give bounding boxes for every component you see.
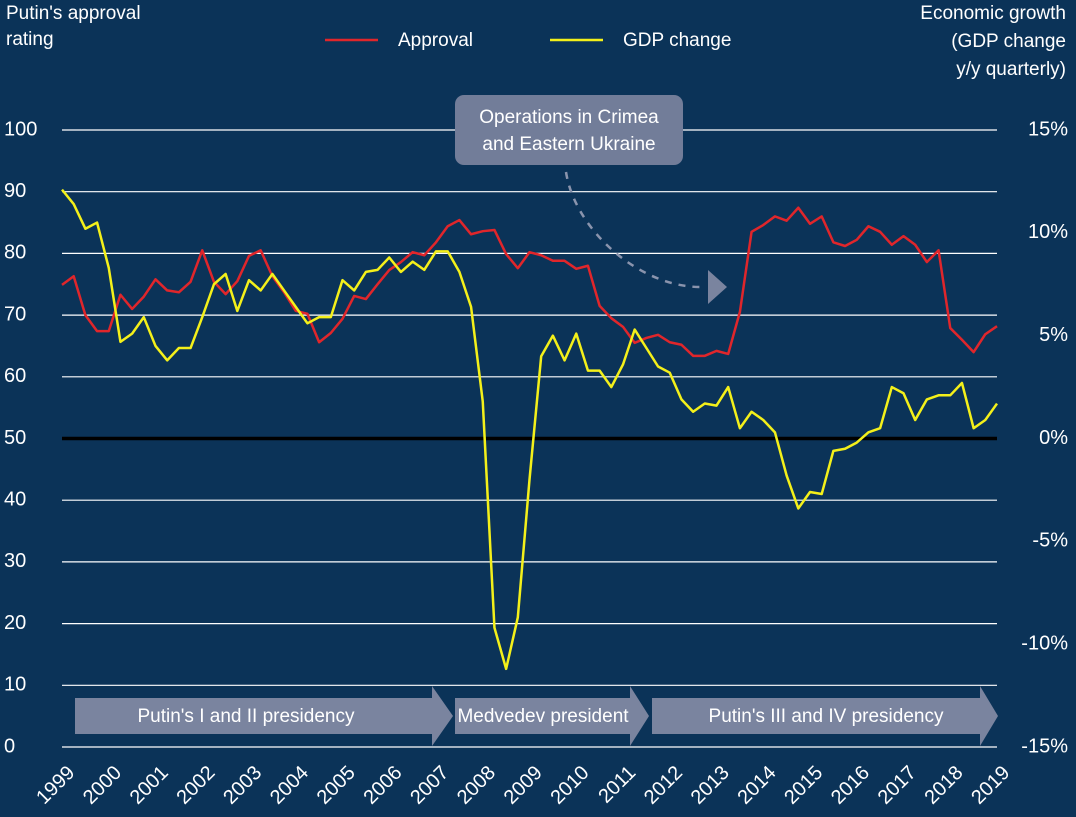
- periods: Putin's I and II presidency Medvedev pre…: [75, 686, 998, 746]
- legend-label: Approval: [398, 30, 473, 51]
- y2-tick-label: -5%: [1032, 530, 1068, 552]
- annotation-arrowhead: [708, 270, 727, 304]
- y-tick-label: 80: [4, 242, 26, 264]
- y2-axis-title: Economic growth: [920, 3, 1066, 24]
- y-tick-label: 70: [4, 303, 26, 325]
- y-axis-title: Putin's approval: [6, 3, 141, 24]
- y2-tick-label: -10%: [1021, 632, 1068, 654]
- y-tick-label: 20: [4, 612, 26, 634]
- series-line: [61, 206, 998, 358]
- period-label: Medvedev president: [457, 706, 629, 727]
- period-label: Putin's III and IV presidency: [709, 706, 944, 727]
- annotation-text: Operations in Crimea: [479, 107, 659, 128]
- y2-axis-title: y/y quarterly): [956, 59, 1066, 80]
- y2-axis-title: (GDP change: [951, 31, 1066, 52]
- y2-tick-label: 10%: [1028, 221, 1068, 243]
- period-arrow: [455, 686, 649, 746]
- series-line: [61, 188, 999, 671]
- period-arrow: [652, 686, 998, 746]
- y-tick-label: 50: [4, 427, 26, 449]
- y-axis-title: rating: [6, 29, 54, 50]
- legend: Approval GDP change: [325, 30, 731, 51]
- y-tick-label: 100: [4, 118, 37, 140]
- y-tick-label: 10: [4, 674, 26, 696]
- annotation-arrow: [564, 171, 703, 289]
- legend-label: GDP change: [623, 30, 731, 51]
- y2-tick-label: 15%: [1028, 118, 1068, 140]
- y-tick-label: 30: [4, 550, 26, 572]
- y-tick-label: 40: [4, 488, 26, 510]
- y-tick-label: 60: [4, 365, 26, 387]
- annotation-box: [455, 95, 683, 165]
- period-label: Putin's I and II presidency: [138, 706, 355, 727]
- y2-tick-label: -15%: [1021, 735, 1068, 757]
- y-tick-label: 90: [4, 180, 26, 202]
- annotation: Operations in Crimea and Eastern Ukraine: [455, 95, 727, 304]
- y-tick-label: 0: [4, 735, 15, 757]
- period-arrow: [75, 686, 453, 746]
- annotation-text: and Eastern Ukraine: [482, 134, 655, 155]
- y2-tick-label: 0%: [1039, 427, 1068, 449]
- y2-tick-label: 5%: [1039, 324, 1068, 346]
